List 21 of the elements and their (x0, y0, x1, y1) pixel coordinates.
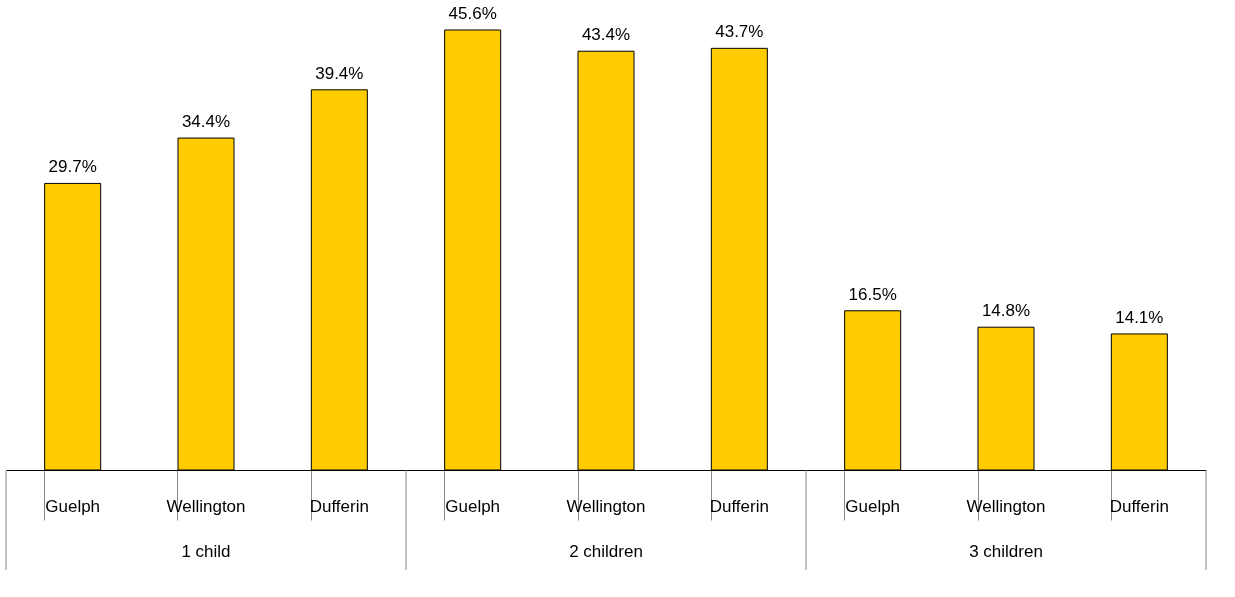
x-tick-label: Dufferin (309, 496, 369, 516)
data-label: 16.5% (848, 284, 897, 304)
data-label: 45.6% (448, 4, 497, 23)
data-label: 29.7% (48, 157, 97, 177)
data-label: 39.4% (315, 63, 364, 83)
text: 1 child (181, 542, 231, 561)
x-tick-label: Guelph (445, 496, 501, 516)
x-tick-label: Wellington (166, 496, 246, 516)
x-tick-label: Dufferin (1109, 496, 1169, 516)
data-label: 34.4% (181, 112, 231, 132)
x-tick-label: Dufferin (709, 496, 769, 516)
text: 2 children (569, 542, 643, 561)
x-tick-label: Wellington (966, 496, 1046, 516)
data-label: 14.1% (1115, 307, 1164, 327)
text: 3 children (969, 542, 1043, 561)
data-label: 43.4% (581, 25, 631, 45)
data-label: 43.7% (715, 22, 764, 42)
x-tick-label: Guelph (45, 496, 101, 516)
x-tick-label: Wellington (566, 496, 646, 516)
data-label: 14.8% (981, 301, 1031, 321)
x-tick-label: Guelph (845, 496, 901, 516)
